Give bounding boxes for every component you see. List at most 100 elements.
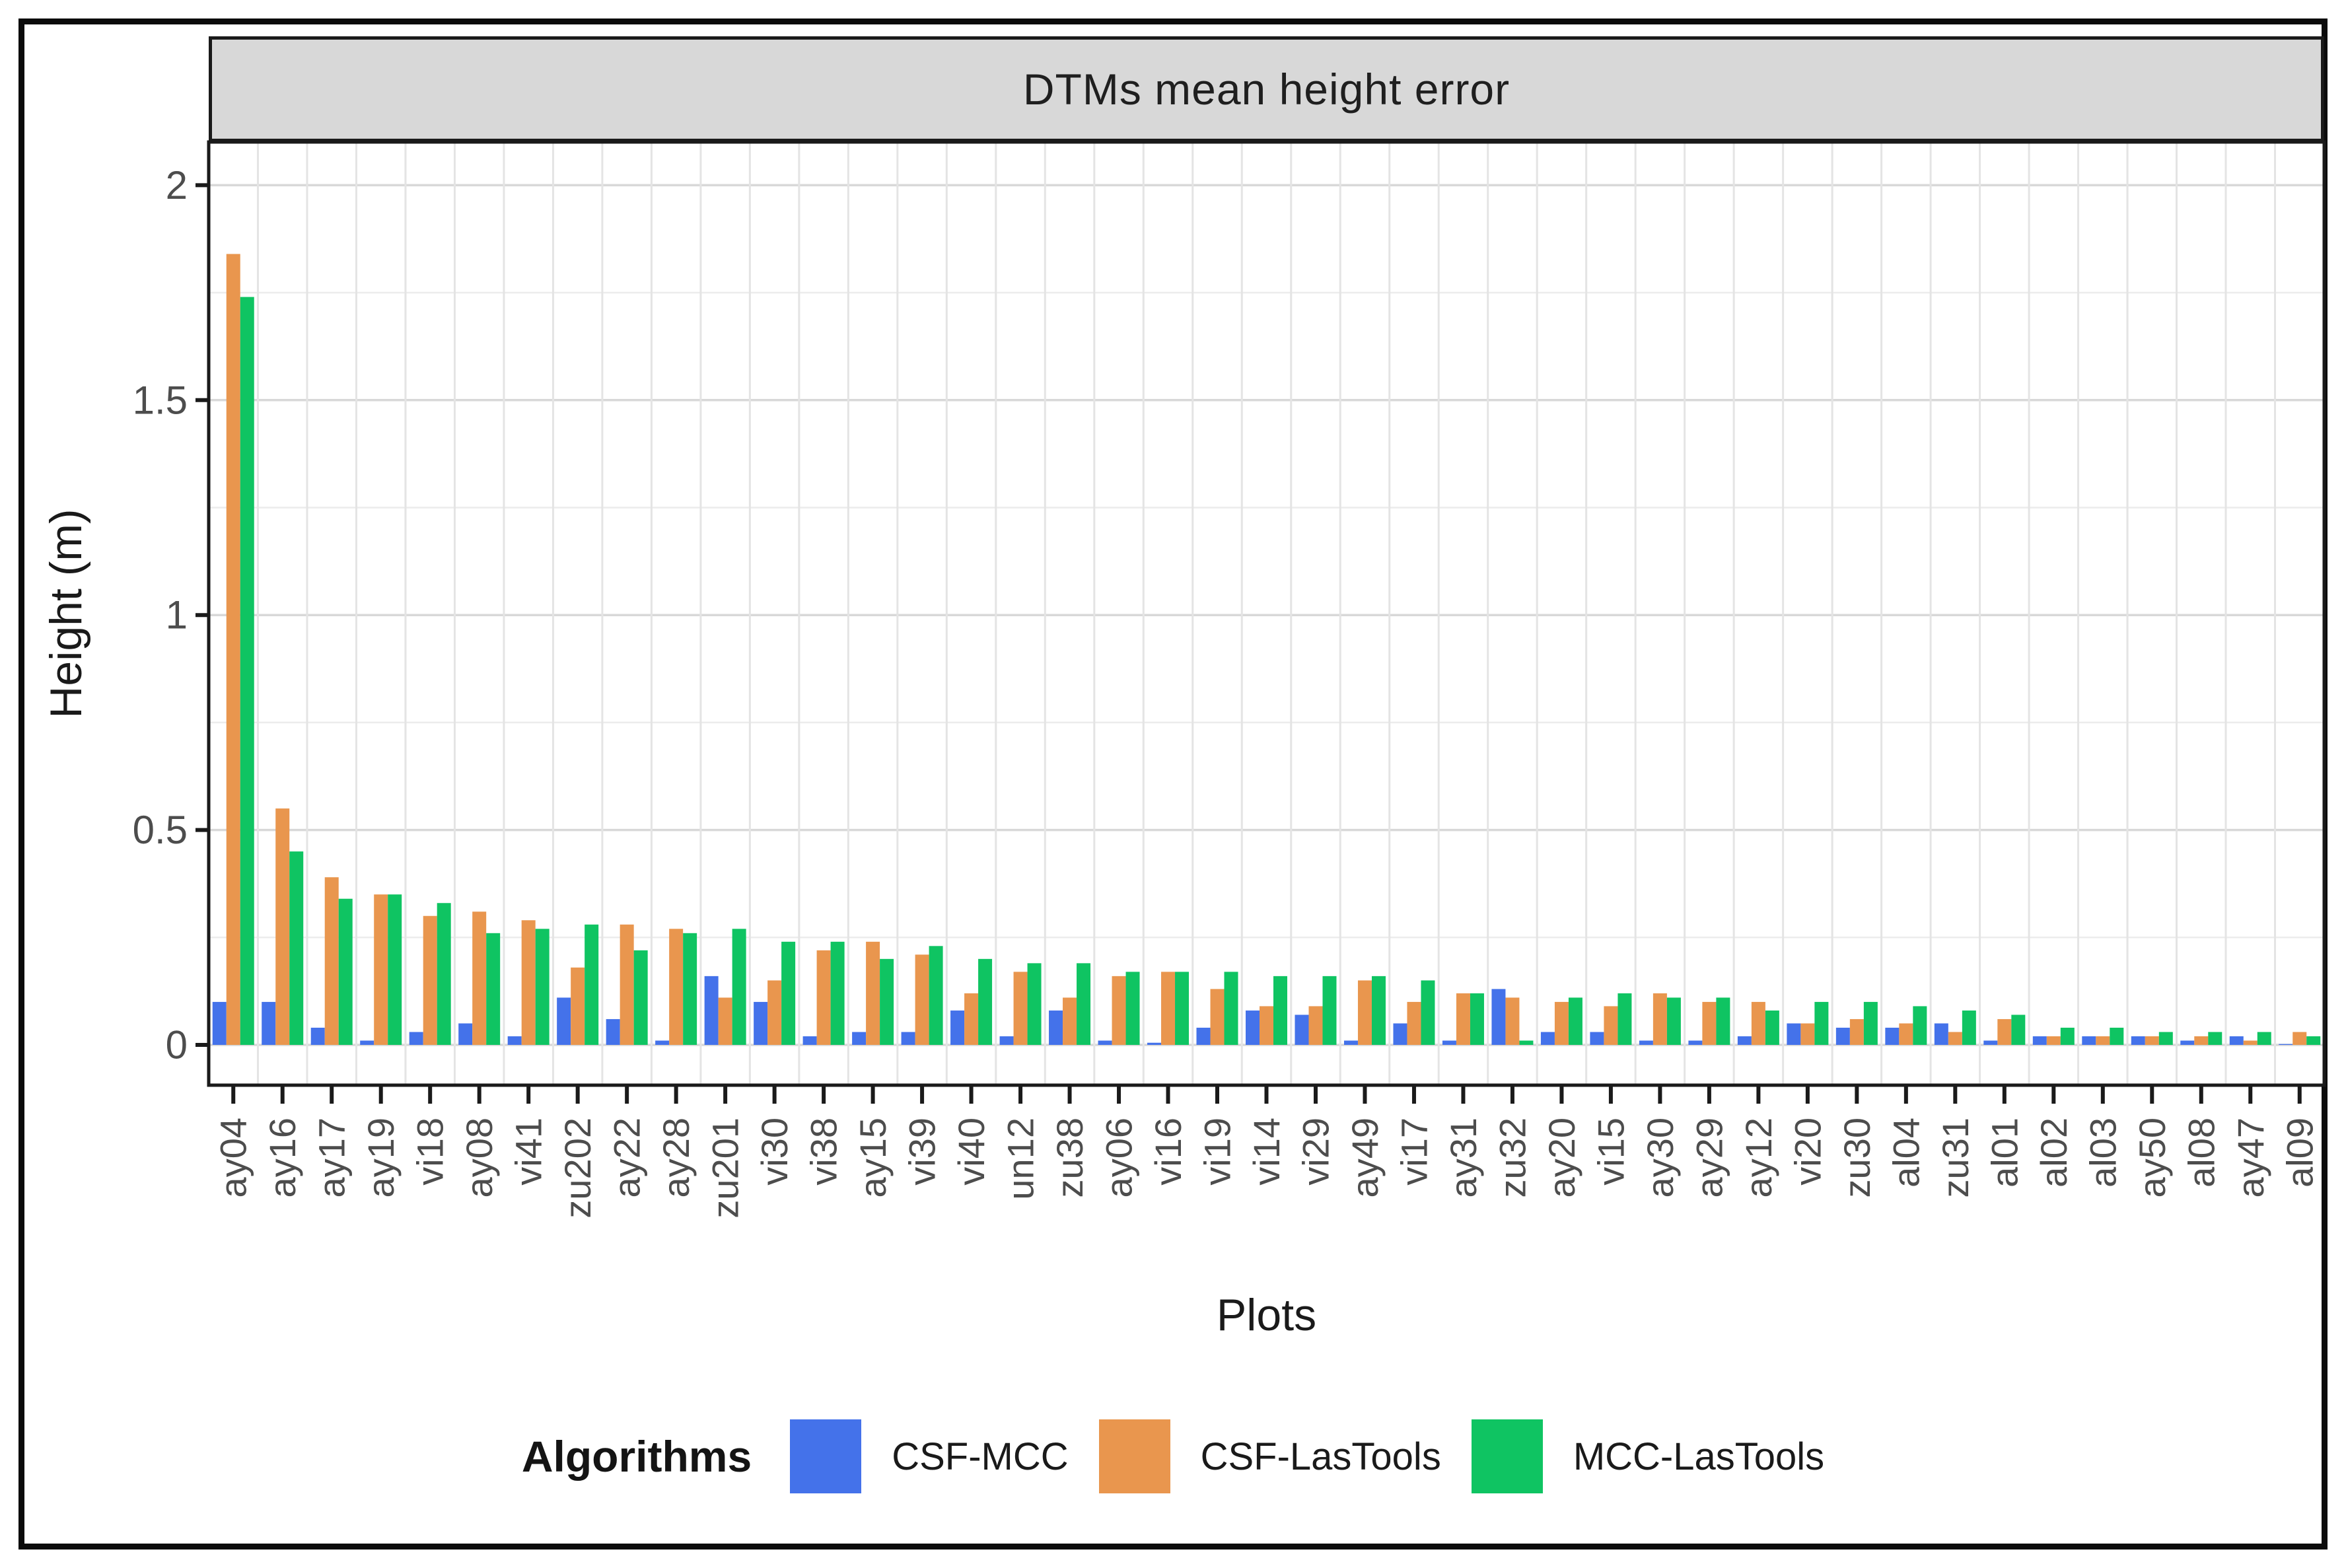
x-tick-label: vi14 <box>1246 1118 1287 1186</box>
bar-csf-mcc-vi17 <box>1393 1023 1407 1045</box>
bar-csf-mcc-ay22 <box>606 1018 620 1045</box>
legend-label-csf-mcc: CSF-MCC <box>892 1435 1069 1478</box>
x-tick-label: zu32 <box>1491 1118 1533 1197</box>
x-tick-label: ay17 <box>311 1118 353 1197</box>
x-tick-label: ay06 <box>1098 1118 1140 1197</box>
y-tick-label: 2 <box>166 163 188 207</box>
bar-csf-lastools-zu38 <box>1063 997 1077 1045</box>
bar-mcc-lastools-zu202 <box>585 924 599 1045</box>
x-tick-label: al09 <box>2279 1118 2320 1188</box>
bar-mcc-lastools-zu31 <box>1962 1010 1976 1045</box>
x-tick-label: vi19 <box>1197 1118 1238 1186</box>
bar-mcc-lastools-al04 <box>1913 1006 1927 1045</box>
bar-csf-lastools-vi14 <box>1260 1006 1273 1045</box>
bar-csf-mcc-al02 <box>2032 1036 2047 1045</box>
bar-mcc-lastools-ay47 <box>2257 1032 2271 1045</box>
bar-csf-lastools-vi15 <box>1604 1006 1618 1045</box>
bar-csf-lastools-ay19 <box>374 894 388 1045</box>
x-tick-label: vi17 <box>1393 1118 1435 1186</box>
bar-csf-mcc-zu32 <box>1491 989 1506 1045</box>
bar-csf-lastools-ay30 <box>1653 993 1667 1045</box>
bar-mcc-lastools-vi40 <box>978 958 993 1045</box>
bar-csf-lastools-zu30 <box>1849 1018 1864 1045</box>
bar-mcc-lastools-zu201 <box>732 929 746 1045</box>
legend-item-csf-mcc: CSF-MCC <box>790 1419 1069 1493</box>
y-tick-label: 1.5 <box>133 378 188 422</box>
bar-mcc-lastools-zu38 <box>1077 963 1091 1045</box>
bar-csf-lastools-ay50 <box>2145 1036 2159 1045</box>
bar-mcc-lastools-ay50 <box>2158 1032 2173 1045</box>
bar-csf-mcc-zu202 <box>557 997 571 1045</box>
bar-mcc-lastools-vi16 <box>1175 972 1190 1045</box>
x-tick-label: vi39 <box>902 1118 943 1186</box>
x-tick-label: zu38 <box>1049 1118 1090 1197</box>
bar-csf-mcc-vi29 <box>1295 1015 1309 1045</box>
bar-mcc-lastools-al09 <box>2306 1036 2321 1045</box>
bar-csf-lastools-vi38 <box>816 950 831 1045</box>
bar-mcc-lastools-ay29 <box>1716 997 1730 1045</box>
bar-csf-lastools-ay47 <box>2243 1040 2257 1045</box>
bar-mcc-lastools-vi17 <box>1421 980 1435 1045</box>
bar-mcc-lastools-un12 <box>1027 963 1042 1045</box>
plot-panel <box>209 142 2324 1085</box>
x-tick-label: vi16 <box>1147 1118 1189 1186</box>
x-tick-label: ay50 <box>2131 1118 2173 1197</box>
bar-csf-mcc-ay20 <box>1540 1032 1555 1045</box>
bar-csf-mcc-al04 <box>1885 1027 1900 1045</box>
bar-csf-mcc-vi19 <box>1196 1027 1211 1045</box>
legend-item-csf-lastools: CSF-LasTools <box>1098 1419 1441 1493</box>
x-tick-label: vi40 <box>950 1118 992 1186</box>
bar-mcc-lastools-vi15 <box>1617 993 1632 1045</box>
bar-csf-mcc-ay28 <box>655 1040 670 1045</box>
x-tick-label: al03 <box>2082 1118 2123 1188</box>
x-tick-label: zu201 <box>705 1118 746 1219</box>
bar-csf-mcc-al03 <box>2082 1036 2096 1045</box>
bar-csf-lastools-ay22 <box>620 924 634 1045</box>
bar-mcc-lastools-ay12 <box>1765 1010 1779 1045</box>
x-tick-label: vi20 <box>1787 1118 1828 1186</box>
bar-csf-mcc-ay16 <box>262 1001 276 1045</box>
bar-csf-lastools-ay16 <box>275 808 290 1045</box>
x-tick-label: vi41 <box>508 1118 550 1186</box>
x-tick-label: al01 <box>1983 1118 2025 1188</box>
x-tick-label: ay16 <box>262 1118 303 1197</box>
bar-csf-lastools-vi16 <box>1161 972 1176 1045</box>
bar-csf-lastools-un12 <box>1013 972 1028 1045</box>
bar-mcc-lastools-vi20 <box>1814 1001 1829 1045</box>
legend-swatch-csf-mcc <box>790 1419 862 1493</box>
bar-csf-mcc-vi39 <box>901 1032 915 1045</box>
x-tick-label: ay15 <box>852 1118 894 1197</box>
x-tick-label: zu31 <box>1935 1118 1976 1197</box>
x-tick-label: ay47 <box>2230 1118 2271 1197</box>
x-tick-label: vi18 <box>409 1118 451 1186</box>
bar-csf-mcc-vi40 <box>950 1010 965 1045</box>
bar-csf-lastools-ay29 <box>1702 1001 1717 1045</box>
bar-csf-mcc-ay50 <box>2131 1036 2145 1045</box>
bar-csf-mcc-al08 <box>2180 1040 2195 1045</box>
bar-mcc-lastools-ay31 <box>1470 993 1484 1045</box>
x-tick-label: vi29 <box>1295 1118 1336 1186</box>
bar-mcc-lastools-ay20 <box>1568 997 1582 1045</box>
bar-mcc-lastools-ay30 <box>1666 997 1681 1045</box>
bar-mcc-lastools-vi38 <box>830 941 845 1045</box>
x-tick-label: vi38 <box>803 1118 845 1186</box>
bar-mcc-lastools-al01 <box>2011 1015 2026 1045</box>
bar-csf-mcc-vi18 <box>409 1032 423 1045</box>
bar-mcc-lastools-ay19 <box>388 894 402 1045</box>
x-tick-label: ay04 <box>213 1118 254 1197</box>
x-tick-label: ay49 <box>1344 1118 1386 1197</box>
bar-csf-mcc-vi20 <box>1787 1023 1801 1045</box>
bar-csf-mcc-vi30 <box>754 1001 768 1045</box>
x-tick-label: al02 <box>2033 1118 2075 1188</box>
bar-csf-mcc-zu30 <box>1835 1027 1850 1045</box>
bar-mcc-lastools-ay08 <box>486 933 501 1045</box>
x-tick-label: ay12 <box>1738 1118 1779 1197</box>
bar-mcc-lastools-vi18 <box>437 903 451 1045</box>
bar-csf-lastools-vi41 <box>521 920 536 1045</box>
bar-csf-lastools-al01 <box>1997 1018 2012 1045</box>
legend-label-mcc-lastools: MCC-LasTools <box>1573 1435 1825 1478</box>
bar-mcc-lastools-ay22 <box>633 950 648 1045</box>
bar-csf-mcc-al01 <box>1983 1040 1998 1045</box>
bar-mcc-lastools-ay06 <box>1125 972 1140 1045</box>
